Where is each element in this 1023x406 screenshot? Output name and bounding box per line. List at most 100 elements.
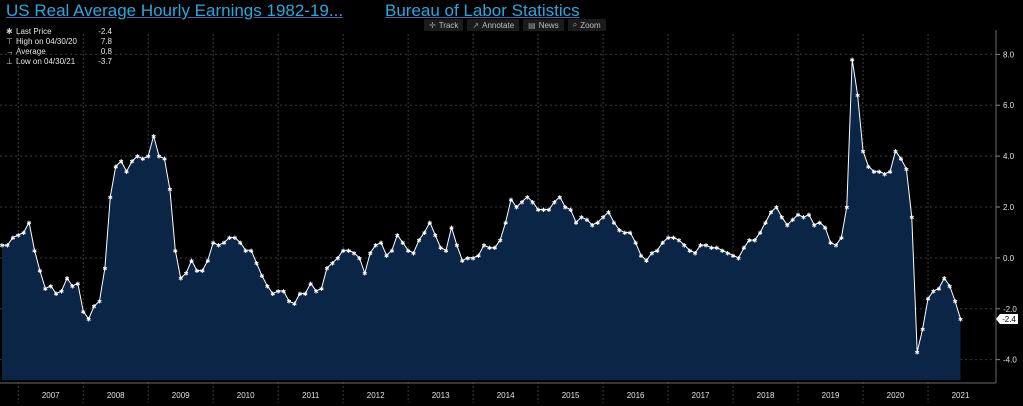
data-point: ✱ (351, 250, 356, 257)
data-point: ✱ (194, 268, 199, 275)
chart-source[interactable]: Bureau of Labor Statistics (385, 1, 580, 20)
data-point: ✱ (151, 133, 156, 140)
data-point: ✱ (27, 220, 32, 227)
data-point: ✱ (893, 149, 898, 156)
x-tick-label: 2021 (952, 391, 970, 400)
data-point: ✱ (790, 217, 795, 224)
data-point: ✱ (552, 199, 557, 206)
data-point: ✱ (335, 255, 340, 262)
data-point: ✱ (10, 235, 15, 242)
zoom-button[interactable]: ⌕ Zoom (567, 19, 606, 31)
data-point: ✱ (481, 243, 486, 250)
data-point: ✱ (888, 169, 893, 176)
data-point: ✱ (5, 243, 10, 250)
data-point: ✱ (953, 299, 958, 306)
data-point: ✱ (422, 230, 427, 237)
annotate-icon: ↗ (472, 20, 480, 30)
data-point: ✱ (720, 248, 725, 255)
data-point: ✱ (725, 250, 730, 257)
x-tick-label: 2015 (562, 391, 580, 400)
annotate-button[interactable]: ↗ Annotate (467, 19, 520, 31)
data-point: ✱ (373, 243, 378, 250)
data-point: ✱ (178, 276, 183, 283)
data-point: ✱ (557, 194, 562, 201)
low-marker-icon: ⊥ (6, 57, 13, 66)
data-point: ✱ (129, 159, 134, 166)
data-point: ✱ (839, 235, 844, 242)
data-point: ✱ (254, 260, 259, 267)
data-point: ✱ (855, 93, 860, 100)
data-point: ✱ (622, 230, 627, 237)
data-point: ✱ (638, 253, 643, 260)
data-point: ✱ (189, 258, 194, 265)
data-point: ✱ (243, 248, 248, 255)
data-point: ✱ (666, 235, 671, 242)
data-point: ✱ (330, 260, 335, 267)
data-point: ✱ (958, 316, 963, 323)
x-tick-label: 2011 (302, 391, 320, 400)
data-point: ✱ (222, 240, 227, 247)
data-point: ✱ (698, 243, 703, 250)
average-marker-icon: → (6, 47, 14, 56)
data-point: ✱ (476, 253, 481, 260)
zoom-icon: ⌕ (572, 20, 578, 29)
legend-average[interactable]: → Average 0.8 (6, 47, 112, 57)
chart-title[interactable]: US Real Average Hourly Earnings 1982-19.… (6, 1, 344, 20)
y-tick-label: 8.0 (1003, 50, 1015, 59)
data-point: ✱ (541, 207, 546, 214)
data-point: ✱ (628, 230, 633, 237)
x-tick-label: 2009 (172, 391, 190, 400)
data-point: ✱ (113, 164, 118, 171)
data-point: ✱ (124, 169, 129, 176)
news-icon: ▤ (528, 20, 536, 30)
data-point: ✱ (714, 245, 719, 252)
data-point: ✱ (579, 215, 584, 222)
data-point: ✱ (568, 207, 573, 214)
data-point: ✱ (649, 250, 654, 257)
legend-last-price[interactable]: ✱ Last Price -2.4 (6, 27, 112, 37)
data-point: ✱ (449, 225, 454, 232)
data-point: ✱ (823, 225, 828, 232)
data-point: ✱ (119, 159, 124, 166)
data-point: ✱ (584, 217, 589, 224)
x-tick-label: 2014 (497, 391, 515, 400)
legend-value: 0.8 (100, 47, 112, 56)
data-point: ✱ (525, 194, 530, 201)
data-point: ✱ (341, 248, 346, 255)
data-point: ✱ (866, 164, 871, 171)
y-tick-label: 6.0 (1003, 101, 1015, 110)
data-point: ✱ (546, 207, 551, 214)
data-point: ✱ (297, 291, 302, 298)
high-marker-icon: ⊤ (6, 37, 13, 46)
data-point: ✱ (265, 283, 270, 290)
data-point: ✱ (314, 288, 319, 295)
data-point: ✱ (904, 166, 909, 173)
data-point: ✱ (400, 240, 405, 247)
data-point: ✱ (806, 212, 811, 219)
data-point: ✱ (346, 248, 351, 255)
data-point: ✱ (32, 248, 37, 255)
data-point: ✱ (362, 271, 367, 278)
data-point: ✱ (167, 187, 172, 194)
news-button[interactable]: ▤ News (523, 19, 564, 31)
data-point: ✱ (108, 194, 113, 201)
data-point: ✱ (135, 154, 140, 161)
zoom-label: Zoom (580, 20, 601, 30)
data-point: ✱ (871, 169, 876, 176)
track-button[interactable]: ✛ Track (424, 19, 464, 31)
data-point: ✱ (146, 154, 151, 161)
legend-high[interactable]: ⊤ High on 04/30/20 7.8 (6, 37, 112, 47)
data-point: ✱ (574, 220, 579, 227)
data-point: ✱ (205, 258, 210, 265)
title-bar: US Real Average Hourly Earnings 1982-19.… (0, 0, 1023, 22)
data-point: ✱ (693, 250, 698, 257)
data-point: ✱ (433, 232, 438, 239)
data-point: ✱ (379, 240, 384, 247)
y-tick-label: 4.0 (1003, 152, 1015, 161)
data-point: ✱ (682, 243, 687, 250)
data-point: ✱ (817, 220, 822, 227)
data-point: ✱ (606, 210, 611, 217)
legend-low[interactable]: ⊥ Low on 04/30/21 -3.7 (6, 57, 112, 67)
data-point: ✱ (671, 235, 676, 242)
